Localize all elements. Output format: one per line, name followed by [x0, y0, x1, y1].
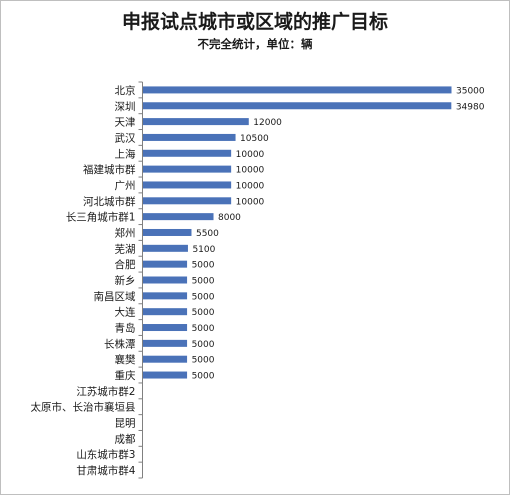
category-label: 大连	[115, 306, 136, 319]
category-label: 南昌区域	[94, 290, 136, 303]
category-label: 青岛	[115, 322, 136, 335]
category-label: 江苏城市群2	[76, 385, 135, 398]
bar	[143, 118, 249, 126]
data-label: 5000	[192, 356, 215, 366]
data-label: 5000	[192, 372, 215, 382]
category-label: 合肥	[115, 258, 136, 271]
data-label: 5000	[192, 261, 215, 271]
bar	[143, 149, 232, 157]
category-label: 芜湖	[115, 242, 136, 255]
category-label: 长株潭	[104, 337, 136, 350]
bar	[143, 102, 452, 110]
bar	[143, 197, 232, 205]
category-label: 昆明	[115, 418, 136, 430]
data-label: 5500	[196, 229, 219, 239]
data-label: 12000	[253, 118, 282, 128]
bar	[143, 276, 188, 284]
category-label: 成都	[115, 433, 136, 445]
bar	[143, 260, 188, 268]
bar	[143, 244, 188, 252]
category-label: 天津	[115, 117, 136, 129]
bar	[143, 292, 188, 300]
data-label: 10000	[236, 197, 265, 207]
bar	[143, 213, 214, 221]
category-label: 太原市、长治市襄垣县	[31, 401, 136, 414]
chart-title: 申报试点城市或区域的推广目标	[121, 11, 388, 33]
category-label: 郑州	[115, 226, 136, 239]
category-label: 上海	[115, 147, 136, 160]
bar	[143, 355, 188, 363]
data-label: 5000	[192, 340, 215, 350]
chart-subtitle: 不完全统计，单位：辆	[197, 37, 313, 51]
data-label: 5000	[192, 277, 215, 287]
bar	[143, 308, 188, 316]
bar	[143, 181, 232, 189]
data-label: 10500	[240, 134, 269, 144]
category-label: 新乡	[115, 274, 136, 287]
category-label: 福建城市群	[83, 163, 136, 176]
data-label: 5000	[192, 324, 215, 334]
bar	[143, 371, 188, 379]
data-label: 35000	[456, 86, 485, 96]
data-label: 10000	[236, 166, 265, 176]
bar	[143, 339, 188, 347]
data-label: 34980	[456, 102, 485, 112]
data-label: 10000	[236, 181, 265, 191]
category-label: 河北城市群	[83, 195, 136, 208]
category-label: 重庆	[115, 369, 136, 382]
category-label: 武汉	[115, 131, 136, 144]
bar	[143, 228, 192, 236]
category-label: 深圳	[115, 101, 136, 113]
category-label: 北京	[115, 84, 136, 97]
data-label: 5000	[192, 292, 215, 302]
category-label: 甘肃城市群4	[76, 464, 135, 477]
bar	[143, 324, 188, 332]
category-label: 广州	[115, 180, 136, 192]
bar	[143, 165, 232, 173]
data-label: 8000	[218, 213, 241, 223]
category-label: 襄樊	[115, 353, 136, 366]
category-label: 山东城市群3	[76, 448, 135, 461]
bar	[143, 86, 452, 94]
data-label: 5100	[192, 245, 215, 255]
data-label: 5000	[192, 308, 215, 318]
data-label: 10000	[236, 150, 265, 160]
category-label: 长三角城市群1	[66, 211, 136, 224]
bar	[143, 133, 236, 141]
